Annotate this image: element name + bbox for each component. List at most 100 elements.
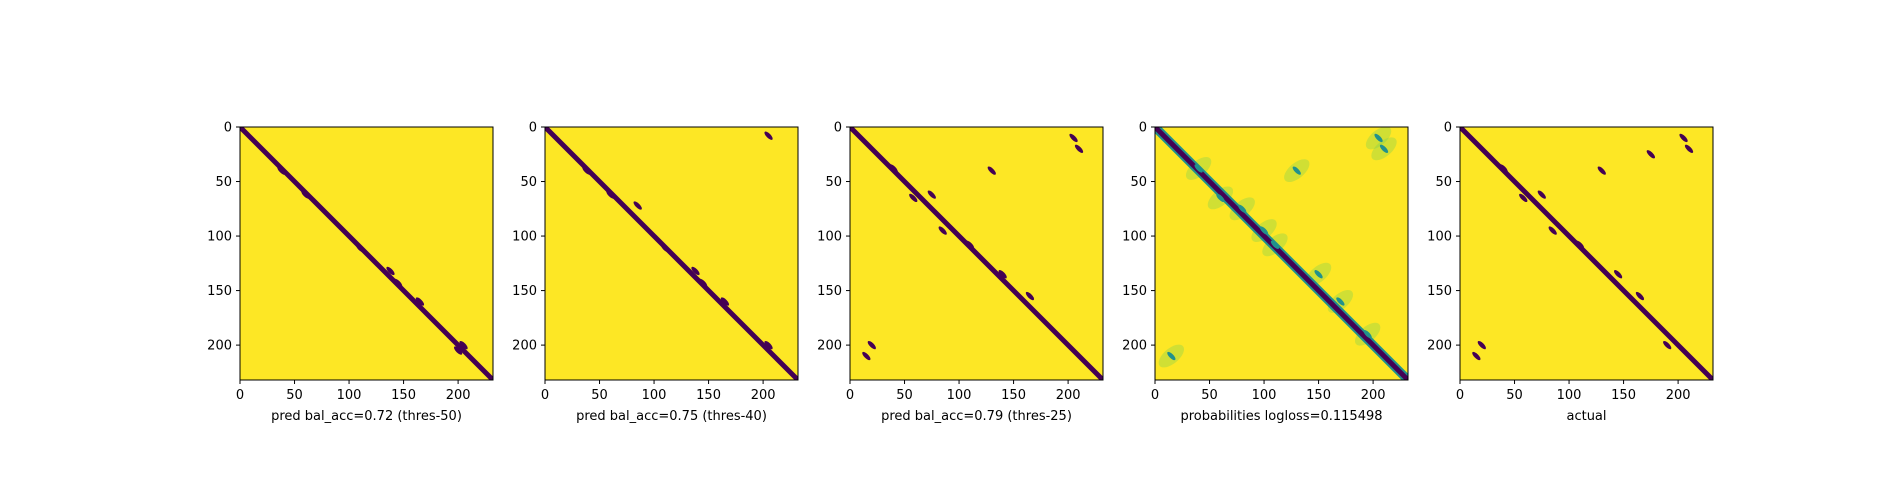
heatmap-blob — [1597, 166, 1606, 175]
heatmap-panel-3: 0 50 100 150 200 0 50 100 150 200 pred bal_acc=0.7… — [817, 121, 1104, 424]
x-tick-label: 100 — [1557, 388, 1582, 403]
y-tick-label: 150 — [207, 284, 232, 299]
x-tick-label: 50 — [896, 388, 913, 403]
x-axis-label: pred bal_acc=0.72 (thres-50) — [271, 409, 462, 424]
y-tick-label: 100 — [1122, 230, 1147, 245]
heatmap-blob — [415, 297, 425, 306]
x-tick-label: 100 — [642, 388, 667, 403]
heatmap-blob — [1074, 144, 1084, 153]
x-tick-label: 0 — [1456, 388, 1464, 403]
axes-frame — [849, 126, 1104, 381]
heatmap-cells — [1460, 127, 1713, 380]
heatmap-panel-2: 0 50 100 150 200 0 50 100 150 200 pred bal_acc=0.7… — [512, 121, 799, 424]
heatmap-cells — [240, 127, 493, 380]
heatmap-blob — [1537, 190, 1546, 199]
heatmap-blob — [1270, 240, 1280, 249]
axes-frame — [1154, 126, 1409, 381]
x-tick-label: 0 — [1151, 388, 1159, 403]
heatmap-blob — [1167, 351, 1176, 361]
y-tick-label: 50 — [1435, 175, 1452, 190]
heatmap-blob — [698, 278, 708, 288]
heatmap-blob — [764, 131, 773, 140]
y-tick-label: 0 — [834, 121, 842, 136]
heatmap-blob — [938, 226, 947, 235]
heatmap-blob — [889, 164, 898, 173]
heatmap-blob — [277, 166, 286, 175]
x-tick-label: 100 — [1252, 388, 1277, 403]
axes-frame — [1459, 126, 1714, 381]
heatmap-blob — [965, 240, 975, 249]
heatmap-blob — [393, 278, 403, 288]
heatmap-blob — [453, 346, 463, 355]
x-tick-label: 200 — [446, 388, 471, 403]
x-tick-label: 200 — [751, 388, 776, 403]
x-axis-label: probabilities logloss=0.115498 — [1180, 409, 1382, 424]
heatmap-blob — [998, 270, 1007, 279]
heatmap-blob — [1336, 297, 1345, 306]
heatmap-cells — [850, 127, 1103, 380]
heatmap-panel-1: 0 50 100 150 200 0 50 100 150 200 pred bal_acc=0.7… — [207, 121, 494, 424]
y-tick-label: 150 — [817, 284, 842, 299]
y-tick-label: 150 — [512, 284, 537, 299]
heatmap-blob — [1194, 164, 1203, 173]
heatmap-blob — [386, 266, 395, 276]
heatmap-cells — [545, 127, 798, 380]
heatmap-blob — [1684, 144, 1694, 153]
heatmap-panel-4: 0 50 100 150 200 0 50 100 150 200 probabilities lo… — [1122, 121, 1409, 424]
heatmap-blob — [764, 340, 773, 350]
y-tick-label: 200 — [1427, 339, 1452, 354]
heatmap-blob — [909, 193, 918, 203]
heatmap-blob — [1613, 270, 1623, 279]
y-tick-label: 100 — [207, 230, 232, 245]
heatmap-blob — [1314, 270, 1323, 279]
heatmap-blob — [1477, 340, 1486, 350]
x-tick-label: 150 — [391, 388, 416, 403]
y-tick-label: 100 — [817, 230, 842, 245]
axes-frame — [239, 126, 494, 381]
heatmap-blob — [691, 266, 700, 276]
x-tick-label: 200 — [1666, 388, 1691, 403]
x-tick-label: 50 — [1201, 388, 1218, 403]
y-tick-label: 200 — [207, 339, 232, 354]
x-tick-label: 50 — [286, 388, 303, 403]
heatmap-blob — [1646, 150, 1655, 159]
y-tick-label: 0 — [1444, 121, 1452, 136]
heatmap-blob — [1379, 144, 1389, 153]
x-tick-label: 150 — [1306, 388, 1331, 403]
x-tick-label: 150 — [1001, 388, 1026, 403]
heatmap-blob — [720, 297, 730, 306]
y-tick-label: 0 — [1139, 121, 1147, 136]
y-tick-label: 150 — [1122, 284, 1147, 299]
y-tick-label: 50 — [1130, 175, 1147, 190]
heatmap-blob — [1635, 291, 1645, 301]
heatmap-blob — [1259, 226, 1269, 235]
x-tick-label: 0 — [541, 388, 549, 403]
heatmap-blob — [301, 190, 310, 199]
y-tick-label: 50 — [520, 175, 537, 190]
heatmap-blob — [1472, 351, 1481, 361]
heatmap-blob — [1663, 340, 1672, 350]
y-tick-label: 0 — [224, 121, 232, 136]
x-tick-label: 0 — [846, 388, 854, 403]
heatmap-blob — [606, 190, 615, 199]
x-tick-label: 0 — [236, 388, 244, 403]
y-tick-label: 100 — [512, 230, 537, 245]
x-tick-label: 200 — [1056, 388, 1081, 403]
heatmap-blob — [1374, 133, 1383, 143]
x-axis-label: pred bal_acc=0.79 (thres-25) — [881, 409, 1072, 424]
heatmap-blob — [633, 201, 642, 210]
heatmap-blob — [1548, 226, 1557, 235]
heatmap-blob — [660, 243, 670, 253]
heatmap-blob — [1292, 166, 1301, 175]
heatmap-cells — [1155, 127, 1408, 380]
x-tick-label: 200 — [1361, 388, 1386, 403]
y-tick-label: 150 — [1427, 284, 1452, 299]
heatmap-blob — [1363, 330, 1372, 339]
x-tick-label: 100 — [337, 388, 362, 403]
y-tick-label: 200 — [817, 339, 842, 354]
heatmap-blob — [1216, 193, 1225, 203]
y-tick-label: 50 — [215, 175, 232, 190]
panels: 0 50 100 150 200 0 50 100 150 200 pred bal_acc=0.7… — [207, 121, 1714, 424]
y-tick-label: 100 — [1427, 230, 1452, 245]
